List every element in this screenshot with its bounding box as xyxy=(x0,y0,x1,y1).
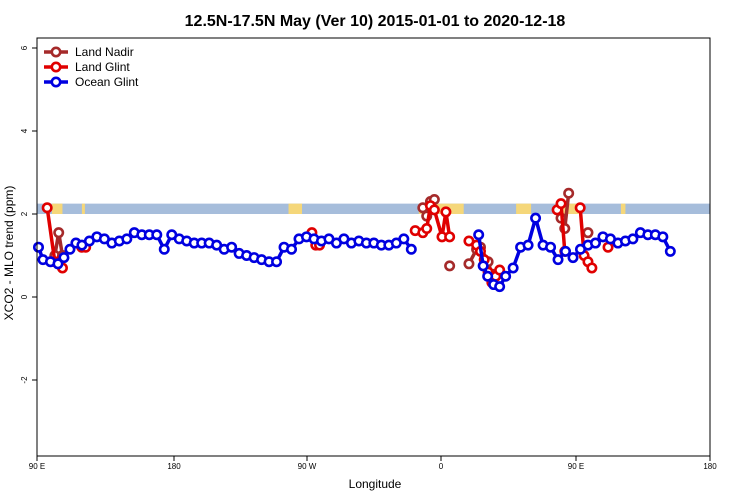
y-axis-ticks: -2 0 2 4 6 xyxy=(20,45,37,384)
data-point xyxy=(545,241,557,253)
chart-title: 12.5N-17.5N May (Ver 10) 2015-01-01 to 2… xyxy=(185,13,566,30)
data-point xyxy=(463,258,475,270)
legend-marker xyxy=(50,46,62,58)
data-point xyxy=(530,212,542,224)
series-ocean-glint xyxy=(32,212,676,293)
data-point xyxy=(586,262,598,274)
data-point xyxy=(473,229,485,241)
data-point xyxy=(226,241,238,253)
data-point xyxy=(271,256,283,268)
data-point xyxy=(405,243,417,255)
data-point xyxy=(494,264,506,276)
landmask-band xyxy=(37,203,710,214)
y-axis-label: XCO2 - MLO trend (ppm) xyxy=(2,186,16,321)
data-point xyxy=(32,241,44,253)
legend-marker xyxy=(50,61,62,73)
data-point xyxy=(560,245,572,257)
data-point xyxy=(552,254,564,266)
data-point xyxy=(657,231,669,243)
series-land-glint xyxy=(41,198,614,288)
data-point xyxy=(53,227,65,239)
data-point xyxy=(52,258,64,270)
data-point xyxy=(589,237,601,249)
x-tick-label: 90 E xyxy=(568,462,584,471)
data-point xyxy=(582,227,594,239)
data-point xyxy=(500,270,512,282)
data-point xyxy=(440,206,452,218)
data-point xyxy=(151,229,163,241)
data-point xyxy=(286,243,298,255)
y-tick-label: 6 xyxy=(20,45,29,50)
x-axis-ticks: 90 E 180 90 W 0 90 E 180 xyxy=(29,456,717,471)
data-point xyxy=(522,239,534,251)
data-point xyxy=(41,202,53,214)
data-point xyxy=(158,243,170,255)
land-band-segment xyxy=(81,203,85,214)
data-point xyxy=(567,252,579,264)
x-tick-label: 90 E xyxy=(29,462,45,471)
y-tick-label: 4 xyxy=(20,128,29,133)
land-band-segment xyxy=(51,203,63,214)
x-tick-label: 180 xyxy=(703,462,717,471)
data-point xyxy=(507,262,519,274)
plot-frame xyxy=(36,37,711,457)
data-point xyxy=(444,231,456,243)
legend-label: Land Nadir xyxy=(75,45,134,59)
y-tick-label: 0 xyxy=(20,294,29,299)
legend-marker xyxy=(50,76,62,88)
x-axis-label: Longitude xyxy=(349,477,402,491)
data-point xyxy=(563,187,575,199)
y-tick-label: -2 xyxy=(20,376,29,384)
land-band-segment xyxy=(620,203,626,214)
y-tick-label: 2 xyxy=(20,211,29,216)
data-point xyxy=(627,233,639,245)
data-point xyxy=(428,204,440,216)
data-point xyxy=(477,260,489,272)
data-point xyxy=(58,252,70,264)
data-point xyxy=(664,245,676,257)
data-point xyxy=(574,202,586,214)
land-band-segment xyxy=(561,203,581,214)
x-tick-label: 90 W xyxy=(298,462,317,471)
series-layer xyxy=(32,187,676,293)
land-band-segment xyxy=(516,203,532,214)
ocean-band xyxy=(37,203,710,214)
legend-label: Ocean Glint xyxy=(75,75,139,89)
data-point xyxy=(555,198,567,210)
x-tick-label: 180 xyxy=(167,462,181,471)
data-point xyxy=(121,233,133,245)
data-point xyxy=(398,233,410,245)
data-point xyxy=(421,223,433,235)
land-band-segment xyxy=(288,203,303,214)
x-tick-label: 0 xyxy=(439,462,444,471)
data-point xyxy=(64,243,76,255)
data-point xyxy=(494,281,506,293)
data-point xyxy=(444,260,456,272)
land-band-segment xyxy=(418,203,464,214)
legend-label: Land Glint xyxy=(75,60,130,74)
data-point xyxy=(482,270,494,282)
